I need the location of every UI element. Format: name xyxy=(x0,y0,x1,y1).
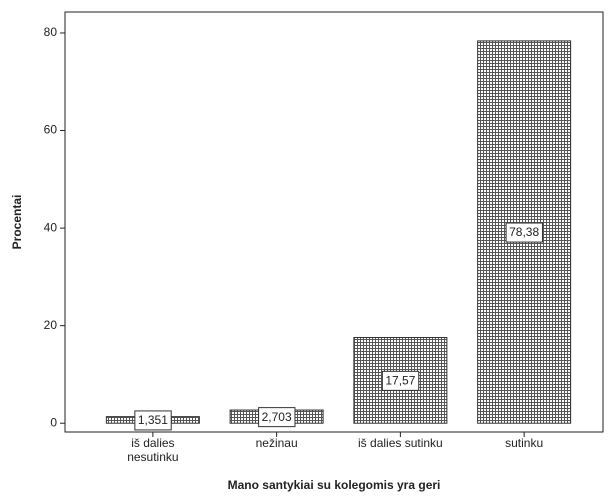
y-tick-label: 80 xyxy=(44,25,58,39)
y-tick-label: 0 xyxy=(50,415,57,429)
y-axis-title: Procentai xyxy=(10,195,24,250)
plot-frame xyxy=(64,11,604,433)
x-tick-label: sutinku xyxy=(505,436,544,450)
x-tick-label: iš dalies nesutinku xyxy=(127,436,179,464)
x-axis-title: Mano santykiai su kolegomis yra geri xyxy=(228,478,441,492)
value-label: 78,38 xyxy=(509,225,539,239)
value-label: 1,351 xyxy=(138,413,168,427)
value-label: 17,57 xyxy=(385,374,415,388)
value-label-box xyxy=(258,407,296,428)
y-tick-label: 60 xyxy=(44,123,58,137)
value-label-box xyxy=(134,410,172,431)
y-tick-label: 40 xyxy=(44,220,58,234)
y-tick-label: 20 xyxy=(44,318,58,332)
value-label-box xyxy=(505,222,543,243)
value-label: 2,703 xyxy=(262,410,292,424)
x-tick-label: iš dalies sutinku xyxy=(358,436,443,450)
value-label-box xyxy=(381,370,420,391)
x-tick-label: nežinau xyxy=(255,436,298,450)
